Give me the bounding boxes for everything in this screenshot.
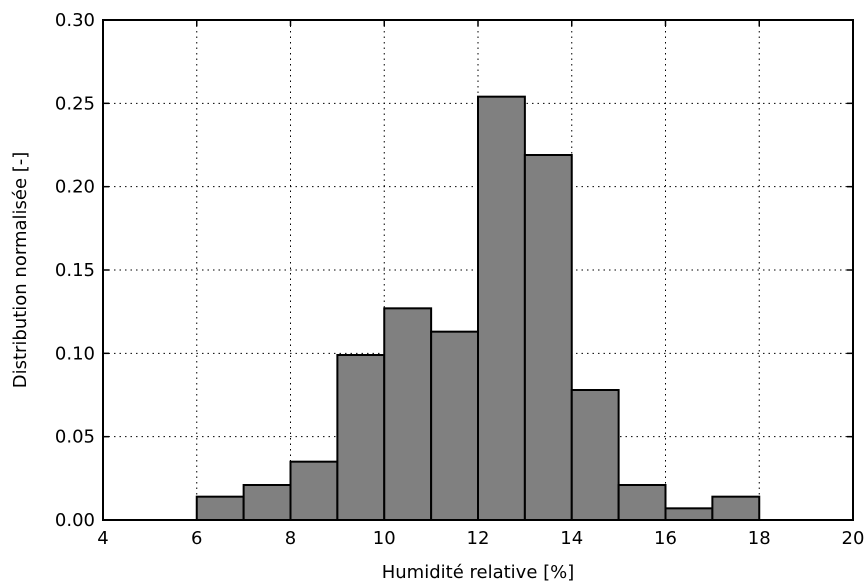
y-tick-labels: 0.00 0.05 0.10 0.15 0.20 0.25 0.30 bbox=[55, 10, 95, 531]
histogram-bar bbox=[242, 484, 292, 521]
x-tick-label: 16 bbox=[654, 528, 677, 549]
x-tick-label: 20 bbox=[842, 528, 865, 549]
x-tick-label: 10 bbox=[373, 528, 396, 549]
y-tick-label: 0.15 bbox=[55, 260, 95, 281]
y-tick-label: 0.20 bbox=[55, 177, 95, 198]
histogram-bars bbox=[195, 95, 761, 522]
x-tick-label: 12 bbox=[467, 528, 490, 549]
y-tick-label: 0.00 bbox=[55, 510, 95, 531]
x-tick-label: 8 bbox=[285, 528, 296, 549]
x-tick-label: 6 bbox=[191, 528, 202, 549]
histogram-bar bbox=[289, 460, 339, 521]
x-tick-labels: 4 6 8 10 12 14 16 18 20 bbox=[97, 528, 864, 549]
y-tick-label: 0.10 bbox=[55, 343, 95, 364]
histogram-bar bbox=[523, 154, 573, 521]
y-tick-label: 0.05 bbox=[55, 427, 95, 448]
y-tick-label: 0.25 bbox=[55, 93, 95, 114]
histogram-bar bbox=[664, 507, 714, 522]
y-axis-label: Distribution normalisée [-] bbox=[10, 152, 31, 389]
x-tick-label: 4 bbox=[97, 528, 108, 549]
histogram-bar bbox=[477, 95, 526, 522]
axis-ticks bbox=[102, 19, 854, 521]
x-axis-label: Humidité relative [%] bbox=[382, 562, 575, 583]
x-tick-label: 14 bbox=[560, 528, 583, 549]
histogram-bar bbox=[195, 495, 245, 521]
histogram-bar bbox=[711, 495, 761, 521]
histogram-bar bbox=[430, 330, 479, 521]
histogram-bar bbox=[617, 484, 667, 521]
y-tick-label: 0.30 bbox=[55, 10, 95, 31]
histogram-bar bbox=[383, 307, 433, 522]
histogram-bar bbox=[570, 389, 620, 521]
x-tick-label: 18 bbox=[748, 528, 771, 549]
histogram-bar bbox=[336, 354, 386, 521]
